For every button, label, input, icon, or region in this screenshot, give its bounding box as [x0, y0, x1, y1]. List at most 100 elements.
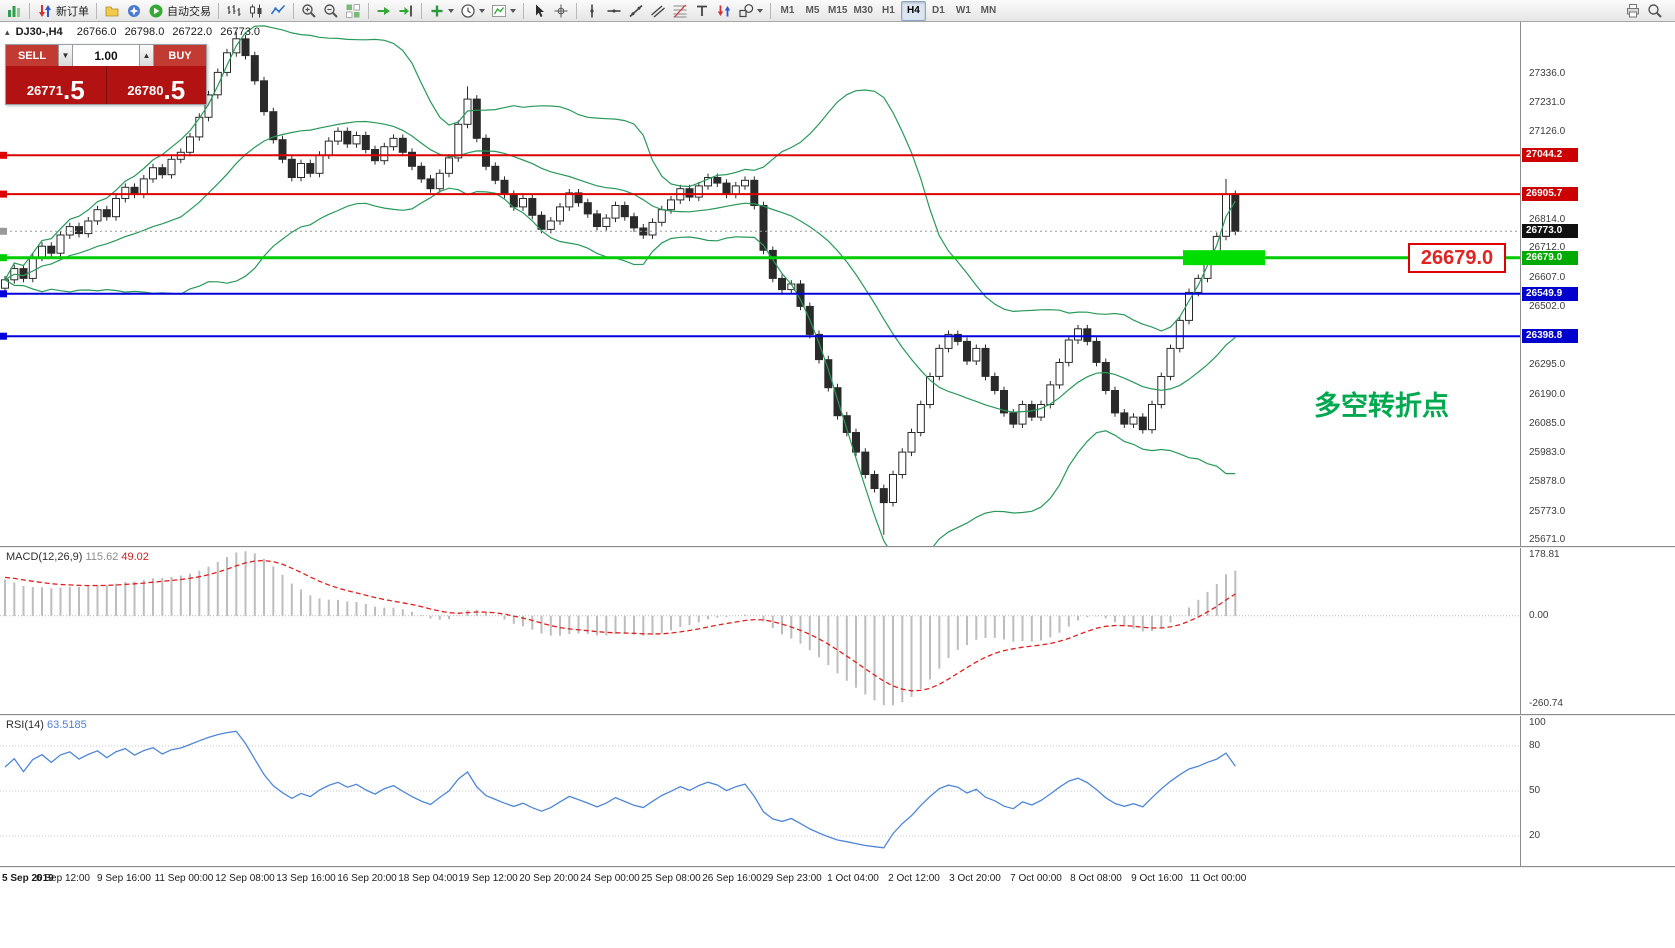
navigator-button[interactable] [123, 1, 145, 21]
time-axis[interactable]: 5 Sep 2019 6 Sep 12:00 9 Sep 16:00 11 Sep 0… [0, 868, 1675, 892]
panel-separator[interactable] [0, 714, 1675, 716]
timeframe-button-m5[interactable]: M5 [805, 5, 820, 16]
sell-price-display[interactable]: 26771.5 [6, 66, 106, 104]
bars-icon [226, 3, 242, 19]
sell-button[interactable]: SELL [6, 45, 58, 66]
time-axis-label: 12 Sep 08:00 [215, 873, 275, 884]
indicators-button[interactable] [426, 1, 457, 21]
fibonacci-button[interactable] [669, 1, 691, 21]
ohlc-open: 26766.0 [76, 26, 117, 38]
bar-chart-button[interactable] [223, 1, 245, 21]
print-button[interactable] [1622, 1, 1644, 21]
collapse-icon[interactable]: ▴ [5, 27, 10, 37]
volume-up-button[interactable]: ▲ [139, 45, 154, 66]
macd-canvas[interactable] [0, 548, 1520, 714]
price-marker-label: 26549.9 [1522, 287, 1578, 301]
rsi-axis-label: 100 [1529, 717, 1546, 728]
price-axis-label: 27126.0 [1529, 126, 1566, 137]
chart-text-annotation[interactable]: 多空转折点 [1314, 391, 1449, 421]
crosshair-button[interactable] [550, 1, 572, 21]
rsi-axis-label: 50 [1529, 785, 1541, 796]
profiles-button[interactable] [101, 1, 123, 21]
price-axis-label: 27336.0 [1529, 68, 1566, 79]
rsi-canvas[interactable] [0, 716, 1520, 866]
buy-price-display[interactable]: 26780.5 [106, 66, 206, 104]
shapes-icon [738, 3, 754, 19]
macd-name: MACD(12,26,9) [6, 551, 83, 563]
toolbar-separator [368, 2, 369, 19]
time-axis-label: 19 Sep 12:00 [458, 873, 518, 884]
sell-price-main: 26771 [26, 83, 63, 98]
price-chart-canvas[interactable] [0, 22, 1520, 546]
volume-input[interactable] [73, 45, 139, 66]
rsi-name: RSI(14) [6, 719, 44, 731]
price-axis-label: 25878.0 [1529, 476, 1566, 487]
print-icon [1625, 3, 1641, 19]
buy-button[interactable]: BUY [154, 45, 206, 66]
tline-icon [628, 3, 644, 19]
dropdown-caret-icon [479, 8, 485, 13]
chart-icon [6, 3, 22, 19]
play-icon [148, 3, 164, 19]
vertical-line-button[interactable] [581, 1, 603, 21]
time-axis-label: 11 Oct 00:00 [1189, 873, 1247, 884]
auto-trading-button[interactable]: 自动交易 [145, 1, 214, 21]
toolbar-separator [770, 2, 771, 19]
price-axis-label: 27231.0 [1529, 97, 1566, 108]
toolbar-separator [29, 2, 30, 19]
price-marker-label: 26773.0 [1522, 224, 1578, 238]
fibo-icon [672, 3, 688, 19]
timeframe-button-mn[interactable]: MN [980, 5, 997, 16]
cursor-button[interactable] [528, 1, 550, 21]
chart-shift-button[interactable] [395, 1, 417, 21]
horizontal-line-button[interactable] [603, 1, 625, 21]
time-axis-label: 11 Sep 00:00 [154, 873, 214, 884]
time-axis-label: 29 Sep 23:00 [762, 873, 822, 884]
timeframe-button-m15[interactable]: M15 [828, 5, 848, 16]
templates-button[interactable] [488, 1, 519, 21]
folder-icon [104, 3, 120, 19]
search-button[interactable] [1644, 1, 1666, 21]
panel-separator[interactable] [0, 866, 1675, 868]
line-chart-button[interactable] [267, 1, 289, 21]
price-marker-label: 26905.7 [1522, 187, 1578, 201]
chart-window-button[interactable] [3, 1, 25, 21]
shapes-button[interactable] [735, 1, 766, 21]
price-axis-label: 26502.0 [1529, 301, 1566, 312]
time-axis-label: 16 Sep 20:00 [337, 873, 397, 884]
text-button[interactable] [691, 1, 713, 21]
timeframe-button-h1[interactable]: H1 [882, 5, 895, 16]
auto-scroll-button[interactable] [373, 1, 395, 21]
tile-windows-button[interactable] [342, 1, 364, 21]
rsi-indicator-label: RSI(14) 63.5185 [6, 719, 87, 731]
timeframe-button-m1[interactable]: M1 [780, 5, 795, 16]
new-order-button[interactable]: 新订单 [34, 1, 92, 21]
panel-separator[interactable] [0, 546, 1675, 548]
ohlc-close: 26773.0 [220, 26, 260, 38]
timeframe-button-m30[interactable]: M30 [853, 5, 873, 16]
rsi-axis-label: 20 [1529, 830, 1541, 841]
zoom-in-button[interactable] [298, 1, 320, 21]
timeframe-button-w1[interactable]: W1 [955, 5, 971, 16]
price-scale[interactable]: 27336.0 27231.0 27126.0 26814.0 26712.0 26607… [1521, 22, 1675, 546]
candlestick-chart-button[interactable] [245, 1, 267, 21]
periods-button[interactable] [457, 1, 488, 21]
channel-button[interactable] [647, 1, 669, 21]
macd-axis-label: 178.81 [1529, 549, 1560, 560]
timeframe-button-h4[interactable]: H4 [900, 0, 926, 21]
time-axis-label: 2 Oct 12:00 [888, 873, 940, 884]
chart-title-ohlc: ▴ DJ30-,H4 26766.0 26798.0 26722.0 26773… [5, 26, 260, 38]
zoom-out-button[interactable] [320, 1, 342, 21]
toolbar-separator [421, 2, 422, 19]
arrows-button[interactable] [713, 1, 735, 21]
volume-down-button[interactable]: ▼ [58, 45, 73, 66]
timeframe-button-d1[interactable]: D1 [932, 5, 945, 16]
autoscroll-icon [376, 3, 392, 19]
text-icon [694, 3, 710, 19]
price-axis-label: 25983.0 [1529, 447, 1566, 458]
order-icon [37, 3, 53, 19]
trendline-button[interactable] [625, 1, 647, 21]
price-callout-label[interactable]: 26679.0 [1408, 243, 1506, 273]
sell-price-fraction: .5 [62, 74, 85, 105]
